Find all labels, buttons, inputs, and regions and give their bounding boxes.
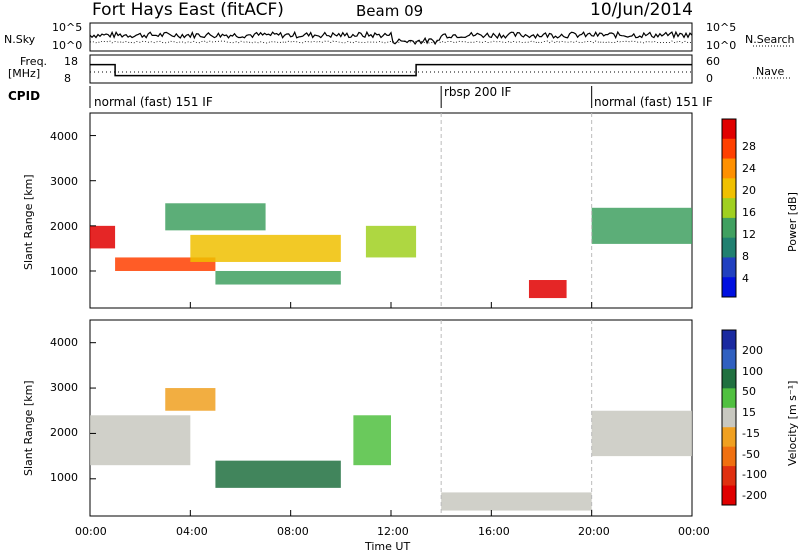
power-cb-tick-28: 28: [742, 140, 756, 153]
xtick-0400: 04:00: [176, 525, 208, 538]
velocity-colorbar-segment: [722, 388, 736, 409]
nsearch-tick-top: 10^5: [706, 21, 737, 34]
cpid-segment-3: normal (fast) 151 IF: [594, 95, 713, 109]
nsky-tick-bottom: 10^0: [52, 39, 83, 52]
power-region-1: [90, 225, 116, 249]
freq-unit: [MHz]: [8, 67, 41, 80]
vel-cb-tick-100: 100: [742, 365, 763, 378]
power-colorbar-segment: [722, 198, 736, 219]
freq-tick-top: 18: [64, 55, 78, 68]
nave-tick-top: 60: [706, 55, 720, 68]
vel-ytick-2000: 2000: [50, 426, 78, 439]
power-region-4: [165, 203, 266, 231]
nave-tick-bottom: 0: [706, 72, 713, 85]
nsky-tick-top: 10^5: [52, 21, 83, 34]
velocity-region-3: [215, 460, 341, 488]
power-cb-tick-16: 16: [742, 206, 756, 219]
power-cb-label: Power [dB]: [786, 192, 799, 252]
power-cb-tick-20: 20: [742, 184, 756, 197]
velocity-colorbar-segment: [722, 349, 736, 370]
nsearch-tick-bottom: 10^0: [706, 39, 737, 52]
xtick-1200: 12:00: [377, 525, 409, 538]
station-title: Fort Hays East (fitACF): [92, 0, 284, 20]
power-region-6: [365, 225, 417, 258]
velocity-colorbar-segment: [722, 427, 736, 448]
xlabel: Time UT: [365, 540, 411, 553]
velocity-region-4: [353, 415, 391, 466]
power-ytick-4000: 4000: [50, 130, 78, 143]
nsearch-label: N.Search: [745, 33, 795, 46]
power-colorbar-segment: [722, 257, 736, 278]
vel-cb-tick-200: 200: [742, 344, 763, 357]
vel-cb-tick-neg50: -50: [742, 448, 760, 461]
velocity-region-2: [165, 388, 216, 411]
power-ytick-2000: 2000: [50, 220, 78, 233]
power-colorbar-segment: [722, 138, 736, 160]
power-region-3: [190, 234, 341, 262]
freq-trace: [90, 63, 692, 77]
power-ytick-3000: 3000: [50, 175, 78, 188]
nsearch-trace: [89, 40, 693, 44]
velocity-ylabel: Slant Range [km]: [22, 380, 35, 476]
beam-label: Beam 09: [356, 2, 424, 20]
velocity-colorbar-segment: [722, 466, 736, 487]
velocity-cb-label: Velocity [m s⁻¹]: [786, 380, 799, 466]
xtick-0800: 08:00: [277, 525, 309, 538]
power-ytick-1000: 1000: [50, 265, 78, 278]
vel-ytick-1000: 1000: [50, 471, 78, 484]
nave-label: Nave: [756, 65, 785, 78]
power-colorbar: [721, 118, 737, 298]
nsky-trace: [89, 30, 693, 46]
power-cb-tick-8: 8: [742, 250, 749, 263]
velocity-colorbar-segment: [722, 330, 736, 350]
xtick-1600: 16:00: [478, 525, 510, 538]
power-colorbar-segment: [722, 277, 736, 298]
vel-cb-tick-neg200: -200: [742, 489, 767, 502]
cpid-segment-2: rbsp 200 IF: [444, 85, 512, 99]
power-cb-tick-24: 24: [742, 162, 756, 175]
nsky-label: N.Sky: [4, 33, 36, 46]
velocity-region-6: [591, 410, 692, 457]
power-colorbar-segment: [722, 237, 736, 258]
vel-cb-tick-neg100: -100: [742, 468, 767, 481]
power-region-5: [215, 270, 341, 285]
vel-cb-tick-neg15: -15: [742, 427, 760, 440]
power-colorbar-segment: [722, 178, 736, 199]
freq-tick-bottom: 8: [64, 72, 71, 85]
xtick-2400: 00:00: [678, 525, 710, 538]
velocity-colorbar-segment: [722, 485, 736, 506]
power-ylabel: Slant Range [km]: [22, 174, 35, 270]
vel-ytick-4000: 4000: [50, 336, 78, 349]
cpid-segment-1: normal (fast) 151 IF: [94, 95, 213, 109]
xtick-0000: 00:00: [75, 525, 107, 538]
velocity-colorbar: [721, 329, 737, 506]
date-label: 10/Jun/2014: [590, 0, 693, 20]
cpid-label: CPID: [8, 89, 41, 103]
power-colorbar-segment: [722, 217, 736, 239]
power-region-8: [591, 207, 692, 244]
velocity-colorbar-segment: [722, 446, 736, 467]
power-cb-tick-4: 4: [742, 272, 749, 285]
velocity-colorbar-segment: [722, 368, 736, 389]
power-colorbar-segment: [722, 158, 736, 179]
vel-ytick-3000: 3000: [50, 381, 78, 394]
power-colorbar-segment: [722, 119, 736, 140]
xtick-2000: 20:00: [578, 525, 610, 538]
freq-label: Freq.: [20, 55, 48, 68]
vel-cb-tick-15: 15: [742, 406, 756, 419]
power-region-7: [528, 280, 567, 299]
velocity-colorbar-segment: [722, 407, 736, 428]
nsky-panel: [89, 22, 693, 52]
velocity-region-1: [90, 415, 191, 466]
freq-panel: [89, 54, 693, 84]
vel-cb-tick-50: 50: [742, 385, 756, 398]
velocity-region-5: [441, 492, 592, 511]
power-cb-tick-12: 12: [742, 228, 756, 241]
